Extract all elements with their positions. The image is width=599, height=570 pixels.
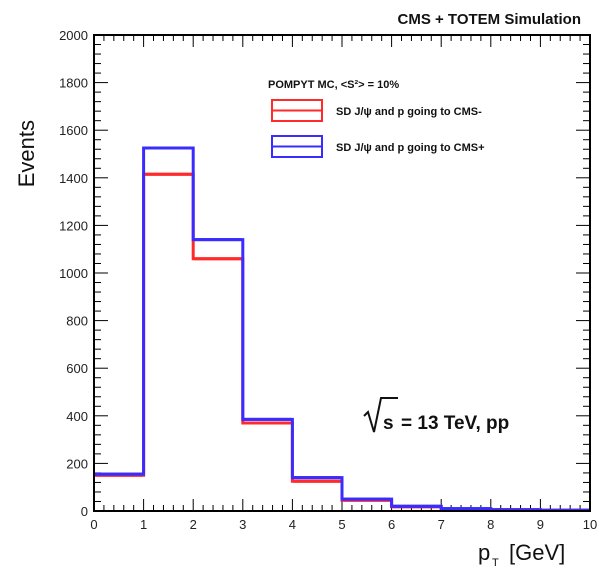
x-tick-label: 7 <box>438 517 445 532</box>
y-tick-label: 600 <box>66 361 88 376</box>
legend-label-cms-minus: SD J/ψ and p going to CMS- <box>336 106 482 118</box>
legend: POMPYT MC, <S²> = 10% SD J/ψ and p going… <box>268 79 485 158</box>
x-tick-label: 4 <box>289 517 296 532</box>
y-tick-label: 0 <box>81 504 88 519</box>
x-tick-label: 5 <box>338 517 345 532</box>
y-tick-label: 1200 <box>59 218 88 233</box>
legend-label-cms-plus: SD J/ψ and p going to CMS+ <box>336 142 485 154</box>
legend-title: POMPYT MC, <S²> = 10% <box>268 79 399 91</box>
x-tick-label: 8 <box>487 517 494 532</box>
x-axis-title: p T [GeV] <box>478 540 565 569</box>
series-layer <box>94 146 590 512</box>
energy-annotation: s = 13 TeV, pp <box>363 397 509 434</box>
plot-frame <box>93 34 591 512</box>
series-cms-minus <box>94 172 590 512</box>
axis-ticks <box>93 34 591 512</box>
x-tick-label: 0 <box>90 517 97 532</box>
histogram-line <box>94 146 590 512</box>
histogram-line <box>94 172 590 512</box>
y-axis-title: Events <box>14 120 39 187</box>
y-tick-label: 1400 <box>59 171 88 186</box>
x-tick-label: 9 <box>537 517 544 532</box>
y-tick-label: 1000 <box>59 266 88 281</box>
x-tick-label: 10 <box>583 517 597 532</box>
x-axis-title-main: p <box>478 540 490 565</box>
y-tick-label: 2000 <box>59 28 88 43</box>
x-axis-title-sub: T <box>492 557 499 569</box>
energy-label: = 13 TeV, pp <box>401 413 509 434</box>
y-tick-label: 800 <box>66 314 88 329</box>
x-tick-label: 6 <box>388 517 395 532</box>
series-cms-plus <box>94 146 590 512</box>
x-axis-title-unit: [GeV] <box>509 540 565 565</box>
energy-root-symbol: s <box>383 413 394 434</box>
x-tick-label: 1 <box>140 517 147 532</box>
x-tick-label: 3 <box>239 517 246 532</box>
y-tick-label: 1600 <box>59 123 88 138</box>
x-tick-label: 2 <box>190 517 197 532</box>
sqrt-sign-icon <box>363 397 398 433</box>
header-label: CMS + TOTEM Simulation <box>398 11 582 28</box>
y-tick-label: 400 <box>66 409 88 424</box>
y-tick-label: 200 <box>66 456 88 471</box>
tick-labels: 0 1 2 3 4 5 6 7 8 9 10 0 200 400 600 800 1000 1200 1400 160… <box>59 28 597 532</box>
y-tick-label: 1800 <box>59 76 88 91</box>
